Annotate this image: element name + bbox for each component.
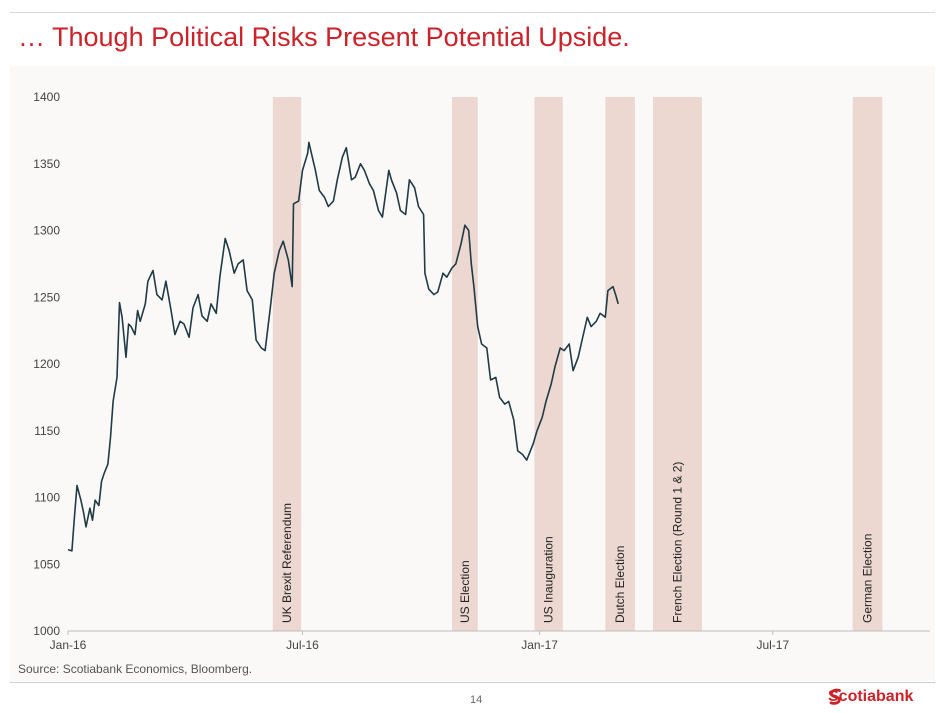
event-label-2: US Inauguration <box>542 536 556 623</box>
y-tick-label: 1300 <box>33 224 60 238</box>
event-label-1: US Election <box>458 560 472 623</box>
event-label-5: German Election <box>861 534 875 623</box>
y-tick-label: 1400 <box>33 90 60 104</box>
x-tick-label: Jul-16 <box>286 638 319 652</box>
bottom-divider <box>10 682 935 683</box>
tick-labels: 1000 1050 1100 1150 1200 1250 1300 1350 1400 Jan-… <box>33 90 789 652</box>
event-band-2 <box>534 97 563 631</box>
series-line-0 <box>67 141 619 552</box>
brand-logo: Scotiabank <box>828 688 913 706</box>
y-tick-label: 1250 <box>33 290 60 304</box>
slide-title: … Though Political Risks Present Potenti… <box>18 22 630 52</box>
source-note: Source: Scotiabank Economics, Bloomberg. <box>18 662 253 676</box>
y-tick-label: 1100 <box>34 491 60 505</box>
x-tick-label: Jan-16 <box>50 638 87 652</box>
event-label-3: Dutch Election <box>613 546 627 623</box>
scotiabank-logo-icon <box>829 688 841 705</box>
event-bands <box>272 97 883 631</box>
x-tick-label: Jul-17 <box>756 638 789 652</box>
x-tick-label: Jan-17 <box>521 638 558 652</box>
y-tick-label: 1000 <box>33 624 60 638</box>
event-label-4: French Election (Round 1 & 2) <box>670 462 684 623</box>
line-chart: 1000 1050 1100 1150 1200 1250 1300 1350 1400 Jan-… <box>33 90 930 652</box>
event-band-1 <box>451 97 478 631</box>
event-band-3 <box>605 97 635 631</box>
y-tick-label: 1200 <box>33 357 60 371</box>
y-tick-label: 1150 <box>34 424 60 438</box>
y-tick-label: 1350 <box>33 157 60 171</box>
page-number: 14 <box>470 694 483 706</box>
series-layer <box>67 141 619 552</box>
event-labels: UK Brexit Referendum US Election US Inaugu… <box>280 462 874 623</box>
top-divider <box>10 12 935 13</box>
chart-area: 1000 1050 1100 1150 1200 1250 1300 1350 1400 Jan-… <box>10 66 935 681</box>
event-band-0 <box>272 97 302 631</box>
y-tick-label: 1050 <box>33 557 60 571</box>
brand-name: Scotiabank <box>828 688 914 705</box>
event-band-4 <box>652 97 702 631</box>
event-band-5 <box>852 97 883 631</box>
event-label-0: UK Brexit Referendum <box>280 503 294 623</box>
